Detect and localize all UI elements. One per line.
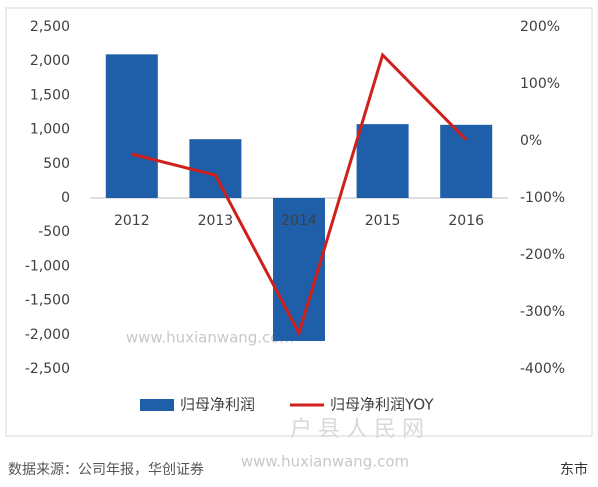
y-tick-label: 1,000 [30,122,70,138]
y-tick-label: -2,500 [25,361,70,377]
y-tick-label: -500 [38,224,70,240]
y-tick-label: -2,000 [25,327,70,343]
legend-swatch [140,399,174,411]
bar [356,124,409,198]
x-tick-label: 2012 [114,213,150,229]
x-tick-label: 2014 [281,213,317,229]
y2-tick-label: -200% [520,247,565,263]
bar [105,54,158,198]
bar [440,124,493,198]
y-tick-label: 500 [43,156,70,172]
y-tick-label: 2,500 [30,19,70,35]
watermark: 户县人民网 [290,417,430,442]
x-tick-label: 2015 [365,213,401,229]
y-tick-label: -1,500 [25,293,70,309]
source-note: 数据来源：公司年报，华创证券 [8,462,204,478]
y2-tick-label: -400% [520,361,565,377]
line [131,52,468,338]
bar [273,198,325,341]
y2-tick-label: -300% [520,304,565,320]
legend-label: 归母净利润 [180,396,255,414]
y-tick-label: 0 [61,190,70,206]
watermark: www.huxianwang.com [241,453,409,471]
legend-label: 归母净利润YOY [330,396,434,414]
bar [189,139,242,198]
x-tick-label: 2016 [448,213,484,229]
y-tick-label: -1,000 [25,258,70,274]
y2-tick-label: 100% [520,76,560,92]
x-tick-label: 2013 [198,213,234,229]
y-tick-label: 2,000 [30,53,70,69]
y2-tick-label: 0% [520,133,542,149]
watermark: www.huxianwang.com [126,329,294,347]
y2-tick-label: 200% [520,19,560,35]
logo-text: 东市 [560,461,588,478]
y-tick-label: 1,500 [30,87,70,103]
y2-tick-label: -100% [520,190,565,206]
